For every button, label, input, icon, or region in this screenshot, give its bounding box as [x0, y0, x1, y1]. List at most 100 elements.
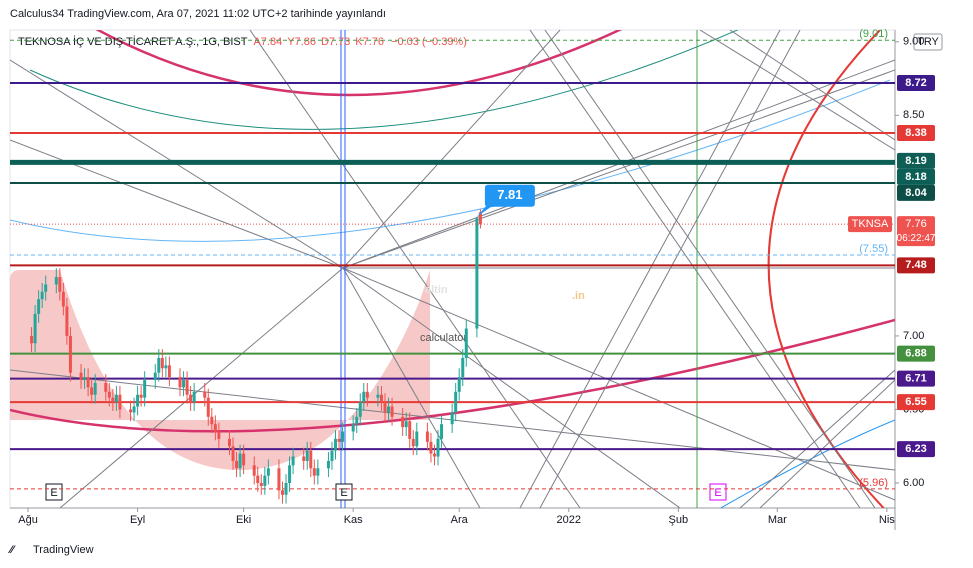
- x-tick-label: 2022: [557, 514, 581, 526]
- candle-body: [401, 416, 405, 428]
- candle-body: [404, 421, 408, 428]
- candle-body: [312, 468, 316, 476]
- candle-body: [54, 277, 58, 285]
- candle-body: [136, 394, 140, 407]
- y-tick-label: 8.50: [903, 109, 924, 121]
- candle-body: [415, 431, 419, 447]
- candle-body: [143, 380, 147, 398]
- candle-body: [37, 299, 41, 314]
- candle-body: [280, 490, 284, 495]
- plot-layer: [10, 39, 895, 504]
- candle-body: [33, 313, 37, 344]
- earnings-letter: E: [714, 487, 721, 499]
- candle-body: [457, 377, 461, 392]
- candle-body: [464, 328, 468, 358]
- candle-body: [362, 391, 366, 403]
- level-label-bg: [897, 184, 935, 201]
- arc: [10, 318, 895, 433]
- candle-body: [454, 391, 458, 413]
- candle-body: [132, 406, 136, 413]
- x-tick-label: Ağu: [18, 514, 38, 526]
- candle-body: [266, 468, 270, 476]
- level-label: 6.55: [905, 396, 926, 408]
- level-label: 6.23: [905, 443, 926, 455]
- candle-body: [58, 277, 62, 292]
- fan-line: [699, 30, 895, 151]
- currency: TRY: [917, 36, 939, 48]
- candle-body: [235, 460, 239, 469]
- candle-body: [259, 482, 263, 486]
- candle-body: [277, 468, 281, 491]
- level-label-bg: [897, 441, 935, 458]
- legend-ohlc: D7.73: [321, 36, 350, 48]
- candle-body: [305, 450, 309, 461]
- legend-ohlc: A7.84: [253, 36, 282, 48]
- x-tick-label: Eki: [236, 514, 251, 526]
- candle-body: [139, 394, 143, 398]
- x-tick-label: Şub: [669, 514, 689, 526]
- level-label-bg: [897, 152, 935, 169]
- level-label: 8.72: [905, 77, 926, 89]
- footer: TradingView: [33, 544, 94, 556]
- fan-line: [249, 30, 581, 508]
- candle-body: [160, 357, 164, 369]
- candle-body: [206, 397, 210, 417]
- x-tick-label: Mar: [768, 514, 787, 526]
- candle-body: [189, 394, 193, 403]
- fan-line: [539, 30, 801, 508]
- fan-line: [342, 267, 895, 501]
- candle-body: [365, 391, 369, 398]
- level-label: 7.48: [905, 259, 926, 271]
- level-label-bg: [897, 168, 935, 185]
- candle-body: [227, 438, 231, 447]
- earnings-marker: [45, 483, 63, 501]
- arc: [95, 30, 623, 97]
- cup-shape: [10, 270, 430, 470]
- y-tick-label: 6.00: [903, 477, 924, 489]
- candle-body: [238, 453, 242, 469]
- legend-ohlc: K7.76: [355, 36, 384, 48]
- candle-body: [436, 438, 440, 457]
- candle-body: [153, 372, 157, 381]
- candle-body: [217, 431, 221, 439]
- candle-body: [376, 394, 380, 398]
- fan-line: [519, 30, 781, 508]
- level-label: 8.18: [905, 171, 926, 183]
- candle-body: [341, 431, 345, 442]
- candle-body: [379, 394, 383, 403]
- watermark-domain: .in: [572, 290, 585, 302]
- candle-body: [475, 218, 479, 329]
- candle-body: [107, 391, 111, 398]
- candle-body: [440, 424, 444, 439]
- level-label-bg: [897, 345, 935, 362]
- candle-body: [383, 402, 387, 413]
- candle-body: [182, 380, 186, 388]
- watermark-brand: altin: [425, 284, 448, 296]
- candle-body: [86, 377, 90, 388]
- x-tick-label: Kas: [344, 514, 363, 526]
- candle-body: [408, 421, 412, 439]
- dashed-level-label: (9.01): [859, 28, 888, 40]
- candle-body: [164, 365, 168, 369]
- fan-line: [342, 267, 681, 508]
- fan-line: [342, 69, 895, 269]
- dashed-level-label: (7.55): [859, 243, 888, 255]
- candle-body: [252, 465, 256, 476]
- candle-body: [291, 456, 295, 466]
- candle-body: [425, 431, 429, 442]
- candle-body: [284, 482, 288, 495]
- legend-symbol: TEKNOSA İÇ VE DIŞ TİCARET A.Ş., 1G, BIST: [18, 35, 248, 48]
- candle-body: [210, 416, 214, 425]
- earnings-letter: E: [340, 487, 347, 499]
- candle-body: [309, 450, 313, 469]
- candle-body: [450, 412, 454, 425]
- earnings-marker: [709, 483, 727, 501]
- candle-body: [231, 446, 235, 461]
- symbol-tag-bg: [848, 216, 892, 233]
- candle-body: [83, 377, 87, 381]
- fan-line: [342, 267, 481, 508]
- candle-body: [30, 335, 34, 344]
